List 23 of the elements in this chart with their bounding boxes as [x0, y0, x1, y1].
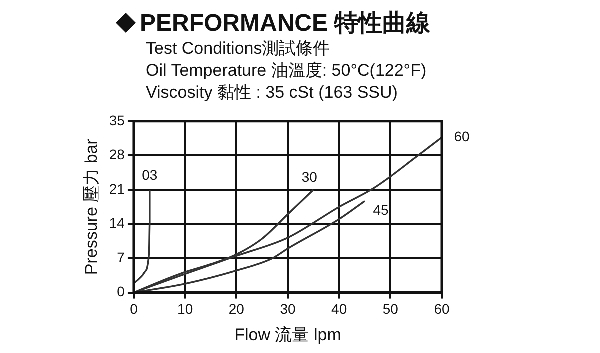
series-label: 45 — [373, 202, 389, 218]
y-tick-label: 28 — [109, 146, 126, 163]
series-label: 30 — [302, 168, 318, 185]
text: Viscosity 黏性 : 35 cSt (163 SSU) — [146, 82, 399, 104]
series-label: 03 — [142, 166, 158, 183]
y-axis-title: Pressure 壓力 bar — [82, 138, 101, 276]
x-tick-label: 10 — [178, 301, 194, 318]
x-tick-label: 20 — [228, 301, 245, 318]
x-tick-label: 40 — [332, 301, 348, 318]
chart-subtitle: Test Conditions測試條件 — [146, 38, 332, 60]
y-tick-label: 7 — [117, 249, 126, 266]
text: Oil Temperature 油溫度: 50°C(122°F) — [146, 60, 428, 82]
x-tick-label: 0 — [130, 301, 138, 318]
x-tick-label: 60 — [434, 301, 450, 318]
series-label: 60 — [454, 128, 470, 144]
x-tick-label: 30 — [280, 301, 296, 318]
y-tick-label: 35 — [109, 112, 126, 128]
chart-title: PERFORMANCE 特性曲線 — [140, 9, 431, 39]
y-tick-label: 14 — [109, 215, 126, 232]
y-tick-label: 21 — [109, 180, 126, 197]
x-axis-title: Flow 流量 lpm — [234, 325, 342, 344]
y-tick-label: 0 — [117, 284, 126, 300]
x-tick-label: 50 — [382, 301, 399, 318]
